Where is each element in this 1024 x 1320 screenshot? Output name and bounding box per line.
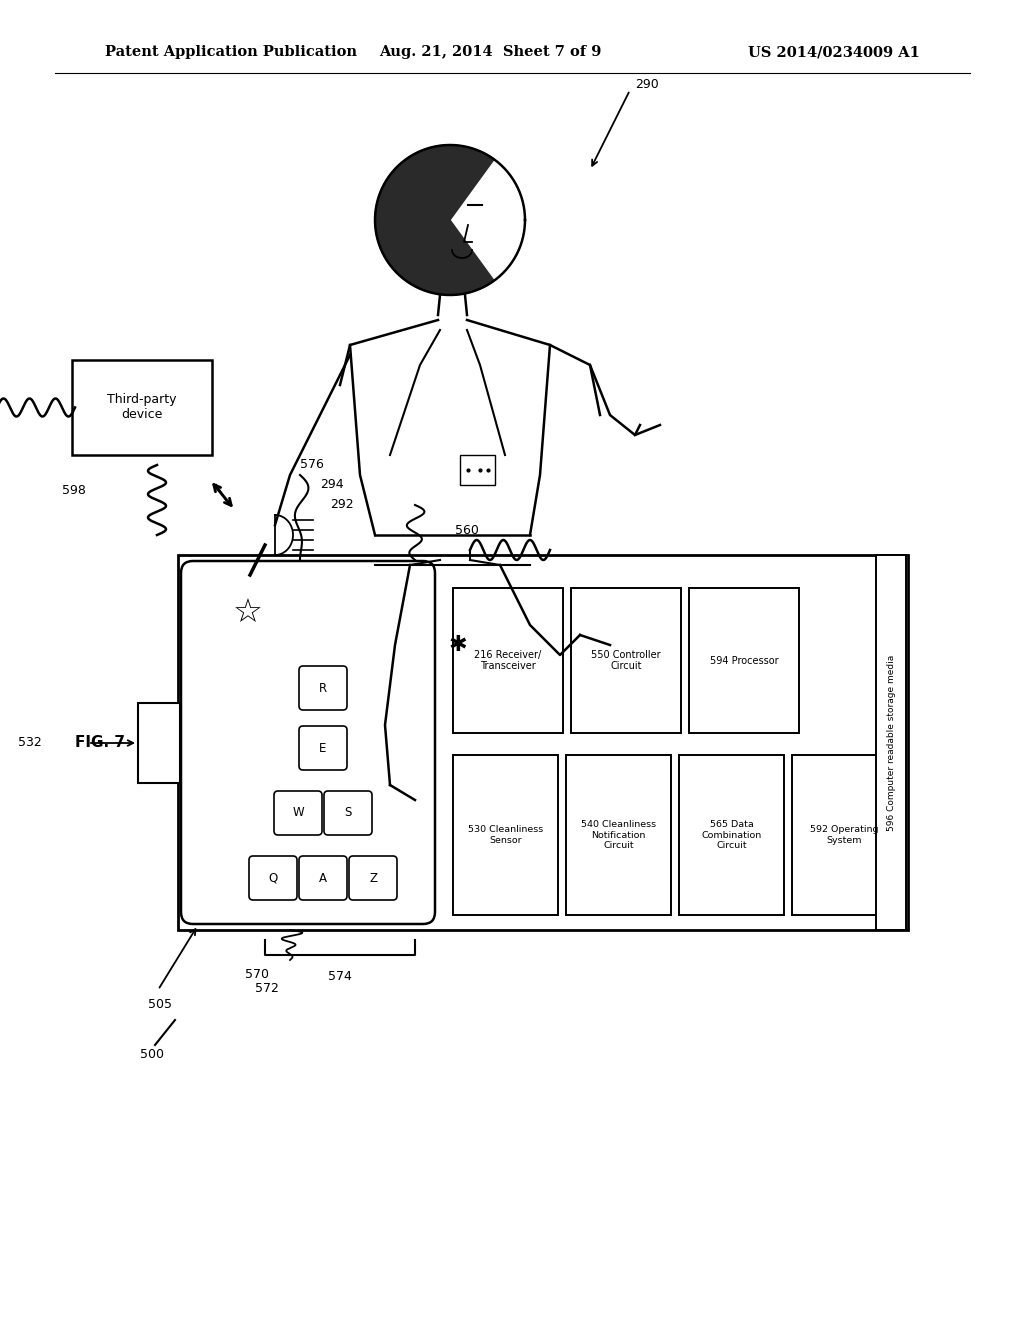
FancyBboxPatch shape: [181, 561, 435, 924]
Text: Patent Application Publication: Patent Application Publication: [105, 45, 357, 59]
Text: 565 Data
Combination
Circuit: 565 Data Combination Circuit: [701, 820, 762, 850]
Text: E: E: [319, 742, 327, 755]
Text: 574: 574: [328, 970, 352, 983]
Text: 292: 292: [330, 499, 353, 511]
Text: 572: 572: [255, 982, 279, 994]
FancyBboxPatch shape: [349, 855, 397, 900]
Text: 290: 290: [635, 78, 658, 91]
Text: 598: 598: [62, 483, 86, 496]
Bar: [571, 587, 681, 733]
Bar: [453, 587, 563, 733]
Bar: [453, 755, 558, 915]
Text: Z: Z: [369, 871, 377, 884]
Text: Aug. 21, 2014  Sheet 7 of 9: Aug. 21, 2014 Sheet 7 of 9: [379, 45, 601, 59]
Text: 216 Receiver/
Transceiver: 216 Receiver/ Transceiver: [474, 649, 542, 672]
Text: 596 Computer readable storage media: 596 Computer readable storage media: [887, 655, 896, 830]
FancyBboxPatch shape: [299, 726, 347, 770]
Bar: [138, 704, 180, 783]
Text: FIG. 7: FIG. 7: [75, 735, 125, 750]
Bar: [876, 554, 906, 931]
FancyBboxPatch shape: [299, 855, 347, 900]
Bar: [178, 554, 908, 931]
Polygon shape: [375, 145, 495, 294]
Text: US 2014/0234009 A1: US 2014/0234009 A1: [749, 45, 920, 59]
Text: A: A: [319, 871, 327, 884]
Text: 294: 294: [319, 479, 344, 491]
Text: S: S: [344, 807, 351, 820]
FancyBboxPatch shape: [274, 791, 322, 836]
Bar: [72, 360, 212, 455]
Bar: [689, 587, 799, 733]
Text: 532: 532: [18, 737, 42, 750]
Text: 560: 560: [455, 524, 479, 536]
Text: W: W: [292, 807, 304, 820]
FancyBboxPatch shape: [249, 855, 297, 900]
Text: 540 Cleanliness
Notification
Circuit: 540 Cleanliness Notification Circuit: [581, 820, 656, 850]
Text: 592 Operating
System: 592 Operating System: [810, 825, 879, 845]
Text: 530 Cleanliness
Sensor: 530 Cleanliness Sensor: [468, 825, 543, 845]
Text: Third-party
device: Third-party device: [108, 393, 177, 421]
Text: 594 Processor: 594 Processor: [710, 656, 778, 665]
Text: 500: 500: [140, 1048, 164, 1061]
Text: Q: Q: [268, 871, 278, 884]
Text: 550 Controller
Circuit: 550 Controller Circuit: [591, 649, 660, 672]
Bar: [460, 455, 495, 484]
Text: ✱: ✱: [449, 635, 467, 655]
FancyBboxPatch shape: [299, 667, 347, 710]
Bar: [792, 755, 897, 915]
Text: 576: 576: [300, 458, 324, 471]
FancyBboxPatch shape: [324, 791, 372, 836]
Text: ☆: ☆: [233, 597, 263, 630]
Bar: [566, 755, 671, 915]
Bar: [679, 755, 784, 915]
Text: R: R: [318, 681, 327, 694]
Text: 505: 505: [148, 998, 172, 1011]
Text: 570: 570: [245, 969, 269, 982]
